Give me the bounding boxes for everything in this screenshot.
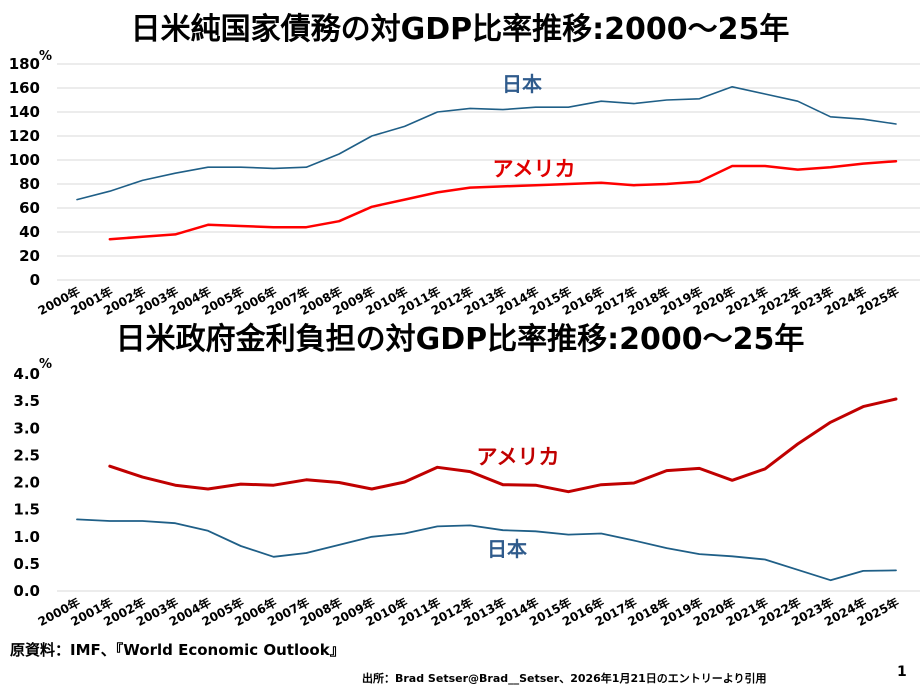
unit-label: % <box>39 357 52 372</box>
y-tick-label: 100 <box>9 151 40 169</box>
y-tick-label: 120 <box>9 127 40 145</box>
y-tick-label: 1.5 <box>13 501 40 519</box>
credit-note: 出所：Brad Setser@Brad__Setser、2026年1月21日のエ… <box>362 670 767 686</box>
y-tick-label: 0.5 <box>13 555 40 573</box>
interest-burden-chart: 0.00.51.01.52.02.53.03.54.0%2000年2001年20… <box>0 356 920 636</box>
y-tick-label: 180 <box>9 55 40 73</box>
y-tick-label: 80 <box>19 175 40 193</box>
chart1-title: 日米純国家債務の対GDP比率推移:2000～25年 <box>0 4 920 48</box>
y-tick-label: 3.0 <box>13 419 40 437</box>
series-label: アメリカ <box>477 445 560 469</box>
y-tick-label: 0 <box>30 271 40 289</box>
y-tick-label: 0.0 <box>13 582 40 600</box>
y-tick-label: 2.0 <box>13 474 40 492</box>
series-label: 日本 <box>487 537 527 561</box>
page-number: 1 <box>897 664 907 680</box>
y-tick-label: 4.0 <box>13 365 40 383</box>
y-tick-label: 3.5 <box>13 392 40 410</box>
unit-label: % <box>39 49 52 64</box>
y-tick-label: 2.5 <box>13 446 40 464</box>
y-tick-label: 160 <box>9 79 40 97</box>
y-tick-label: 140 <box>9 103 40 121</box>
y-tick-label: 40 <box>19 223 40 241</box>
series-label: 日本 <box>502 72 542 96</box>
series-line-0 <box>77 87 896 200</box>
series-label: アメリカ <box>493 157 576 181</box>
y-tick-label: 20 <box>19 247 40 265</box>
y-tick-label: 1.0 <box>13 528 40 546</box>
chart2-title: 日米政府金利負担の対GDP比率推移:2000～25年 <box>0 314 920 358</box>
source-note: 原資料：IMF、『World Economic Outlook』 <box>10 639 345 660</box>
y-tick-label: 60 <box>19 199 40 217</box>
